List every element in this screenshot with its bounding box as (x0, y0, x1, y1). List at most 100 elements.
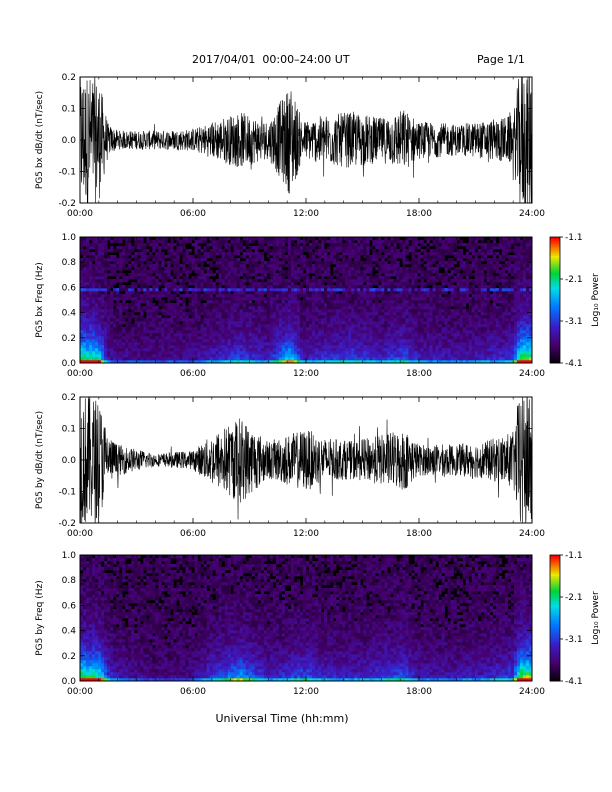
spectrogram-cell (309, 330, 313, 334)
spectrogram-cell (296, 270, 301, 274)
spectrogram-cell (315, 279, 319, 283)
spectrogram-cell (272, 261, 277, 265)
spectrogram-cell (417, 339, 421, 343)
spectrogram-cell (224, 330, 228, 334)
spectrogram-cell (125, 321, 129, 325)
spectrogram-cell (441, 357, 445, 361)
spectrogram-cell (218, 252, 222, 256)
spectrogram-cell (287, 357, 292, 361)
spectrogram-cell (414, 309, 418, 313)
spectrogram-cell (411, 339, 415, 343)
spectrogram-cell (173, 252, 177, 256)
spectrogram-cell (354, 288, 358, 292)
spectrogram-cell (387, 324, 391, 328)
spectrogram-cell (402, 303, 406, 307)
spectrogram-cell (167, 303, 171, 307)
spectrogram-cell (360, 288, 364, 292)
spectrogram-cell (212, 330, 216, 334)
spectrogram-cell (342, 249, 346, 253)
spectrogram-cell (182, 309, 186, 313)
spectrogram-cell (182, 267, 186, 271)
spectrogram-cell (426, 360, 430, 363)
spectrogram-cell (363, 327, 367, 331)
spectrogram-cell (438, 300, 442, 304)
spectrogram-cell (432, 240, 436, 244)
spectrogram-cell (122, 258, 126, 262)
spectrogram-cell (179, 345, 183, 349)
spectrogram-cell (287, 321, 292, 325)
spectrogram-cell (161, 318, 165, 322)
spectrogram-cell (125, 288, 129, 292)
spectrogram-cell (98, 351, 102, 355)
spectrogram-cell (381, 261, 385, 265)
spectrogram-cell (194, 303, 198, 307)
spectrogram-cell (417, 300, 421, 304)
spectrogram-cell (200, 321, 204, 325)
spectrogram-cell (146, 354, 150, 358)
spectrogram-cell (315, 327, 319, 331)
y-tick-label: 0.2 (62, 73, 76, 83)
spectrogram-cell (309, 354, 313, 358)
spectrogram-cell (272, 354, 277, 358)
spectrogram-cell (185, 237, 189, 241)
spectrogram-cell (80, 237, 84, 241)
spectrogram-cell (287, 291, 292, 295)
spectrogram-cell (336, 261, 340, 265)
spectrogram-cell (387, 360, 391, 363)
spectrogram-cell (345, 342, 349, 346)
spectrogram-cell (402, 243, 406, 247)
spectrogram-cell (375, 255, 379, 259)
spectrogram-cell (227, 279, 231, 283)
spectrogram-cell (125, 354, 129, 358)
spectrogram-cell (164, 357, 168, 361)
spectrogram-cell (408, 267, 412, 271)
spectrogram-cell (339, 348, 343, 352)
spectrogram-cell (191, 255, 195, 259)
spectrogram-cell (113, 261, 117, 265)
spectrogram-cell (206, 252, 210, 256)
spectrogram-cell (113, 315, 117, 319)
spectrogram-cell (348, 357, 352, 361)
spectrogram-cell (215, 285, 219, 289)
spectrogram-cell (393, 264, 397, 268)
spectrogram-cell (312, 303, 316, 307)
spectrogram-cell (254, 264, 259, 268)
spectrogram-cell (215, 330, 219, 334)
spectrogram-cell (203, 321, 207, 325)
spectrogram-cell (342, 321, 346, 325)
spectrogram-cell (134, 258, 138, 262)
spectrogram-cell (306, 285, 310, 289)
spectrogram-cell (357, 294, 361, 298)
spectrogram-cell (306, 249, 310, 253)
spectrogram-cell (269, 258, 274, 262)
spectrogram-cell (309, 255, 313, 259)
spectrogram-cell (281, 333, 286, 337)
spectrogram-cell (209, 351, 213, 355)
spectrogram-cell (402, 240, 406, 244)
spectrogram-cell (302, 264, 307, 268)
spectrogram-cell (92, 246, 96, 250)
spectrogram-cell (293, 252, 298, 256)
spectrogram-cell (182, 357, 186, 361)
spectrogram-cell (98, 309, 102, 313)
spectrogram-cell (248, 315, 253, 319)
spectrogram-cell (390, 282, 394, 286)
spectrogram-cell (293, 330, 298, 334)
spectrogram-cell (239, 345, 244, 349)
spectrogram-cell (122, 348, 126, 352)
spectrogram-cell (221, 267, 225, 271)
spectrogram-cell (275, 360, 280, 363)
spectrogram-cell (242, 315, 247, 319)
spectrogram-cell (396, 336, 400, 340)
spectrogram-cell (435, 327, 439, 331)
spectrogram-cell (426, 318, 430, 322)
spectrogram-cell (134, 300, 138, 304)
spectrogram-cell (390, 267, 394, 271)
spectrogram-cell (239, 354, 244, 358)
spectrogram-cell (306, 237, 310, 241)
spectrogram-cell (191, 288, 195, 292)
spectrogram-cell (221, 309, 225, 313)
spectrogram-cell (107, 285, 111, 289)
spectrogram-cell (293, 300, 298, 304)
spectrogram-cell (390, 264, 394, 268)
